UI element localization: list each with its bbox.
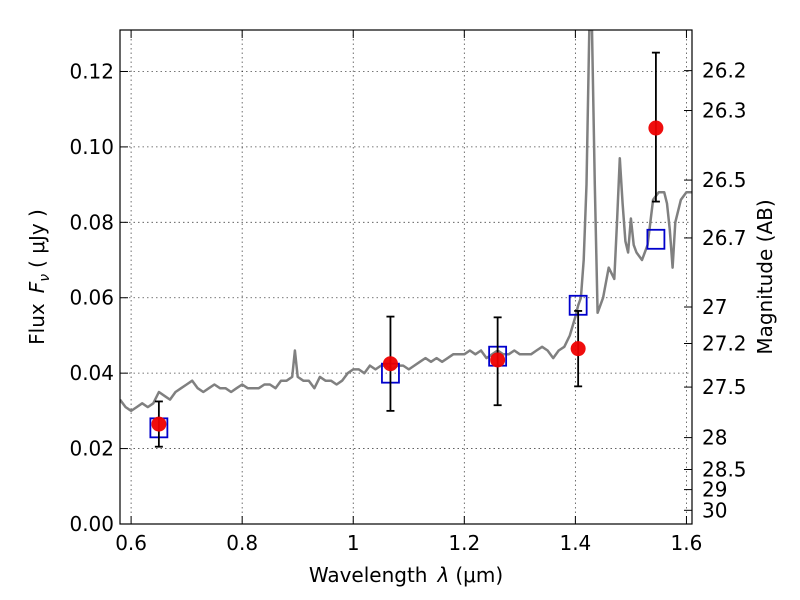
y2-tick-label: 27.2: [702, 332, 747, 356]
y-axis-label: FluxFν( μJy ): [25, 209, 53, 345]
y-tick-label: 0.00: [69, 512, 114, 536]
y-tick-label: 0.08: [69, 210, 114, 234]
x-tick-label: 1.4: [559, 531, 591, 555]
y-tick-label: 0.04: [69, 361, 114, 385]
y-tick-label: 0.10: [69, 135, 114, 159]
x-tick-label: 0.8: [226, 531, 258, 555]
y2-tick-label: 26.3: [702, 99, 747, 123]
spectrum-line: [120, 30, 692, 413]
y2-axis-label: Magnitude (AB): [753, 199, 777, 354]
y2-tick-label: 27: [702, 295, 727, 319]
x-axis-label: Wavelength λ (μm): [309, 563, 503, 587]
y2-tick-label: 26.7: [702, 226, 747, 250]
y2-tick-label: 26.5: [702, 168, 747, 192]
x-tick-label: 1: [347, 531, 360, 555]
plot-area: [120, 30, 692, 448]
y2-tick-label: 28.5: [702, 457, 747, 481]
observed-flux-point: [648, 120, 664, 136]
axis-ticks: [120, 30, 692, 525]
y-tick-label: 0.12: [69, 59, 114, 83]
y2-tick-label: 29: [702, 478, 727, 502]
model-square-point: [646, 228, 666, 250]
x-tick-label: 1.2: [448, 531, 480, 555]
y2-tick-label: 28: [702, 426, 727, 450]
plot-frame: [119, 29, 693, 525]
x-tick-label: 0.6: [115, 531, 147, 555]
y-tick-label: 0.06: [69, 286, 114, 310]
y2-tick-label: 26.2: [702, 59, 747, 83]
y-tick-label: 0.02: [69, 437, 114, 461]
observed-flux-point: [490, 352, 506, 368]
observed-flux-point: [382, 356, 398, 372]
y2-tick-label: 27.5: [702, 375, 747, 399]
observed-flux-point: [151, 416, 167, 432]
y2-tick-label: 30: [702, 498, 727, 522]
observed-flux-point: [570, 341, 586, 357]
x-tick-label: 1.6: [671, 531, 703, 555]
